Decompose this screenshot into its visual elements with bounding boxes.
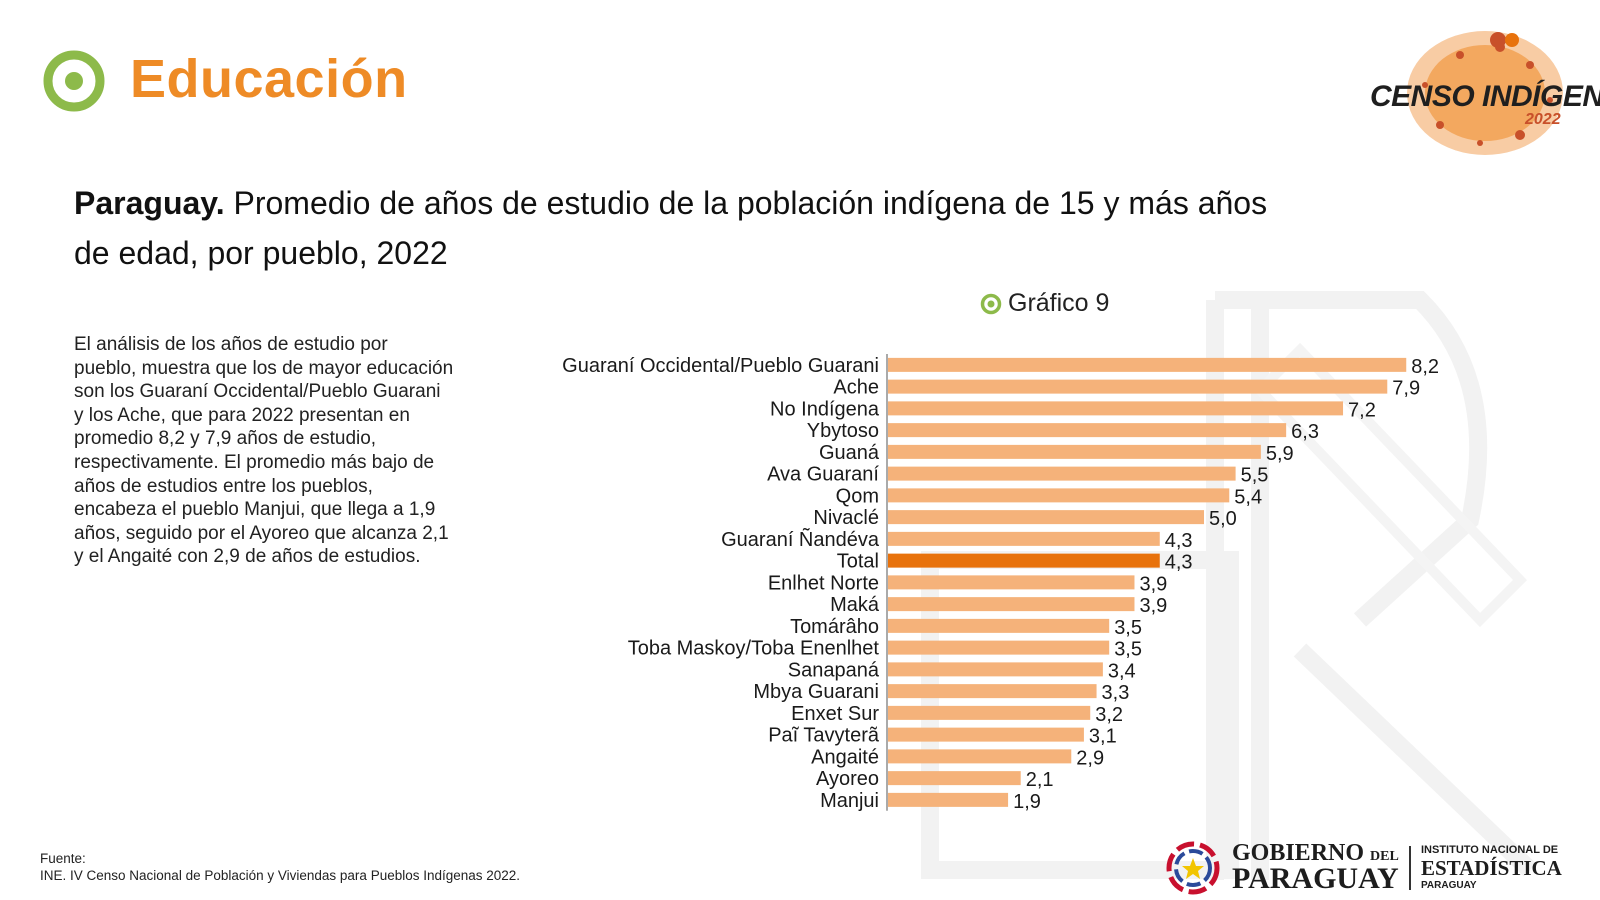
data-label: 5,9 [1266,443,1294,465]
chart-number-label: Gráfico 9 [980,289,1109,318]
ine-line2: ESTADÍSTICA [1421,856,1562,880]
bar [888,357,1407,372]
chart-headline: Paraguay. Promedio de años de estudio de… [74,178,1494,278]
bar [888,531,1160,546]
logo-emblem-icon [1407,31,1563,155]
category-label: Enlhet Norte [768,572,879,594]
censo-indigena-logo: CENSO INDÍGENA 2022 [1370,25,1600,165]
data-label: 3,2 [1095,704,1123,726]
data-label: 8,2 [1411,356,1439,378]
category-label: Ayoreo [816,768,879,790]
category-label: Toba Maskoy/Toba Enenlhet [628,638,880,660]
headline-line2: de edad, por pueblo, 2022 [74,235,448,271]
category-label: Guaná [819,442,880,464]
bar [888,379,1388,394]
data-label: 7,9 [1392,378,1420,400]
data-label: 4,3 [1165,552,1193,574]
category-label: Ava Guaraní [767,464,879,486]
data-label: 5,5 [1241,465,1269,487]
ine-line3: PARAGUAY [1421,880,1477,891]
category-label: Mbya Guarani [753,681,879,703]
headline-bold: Paraguay. [74,185,225,221]
data-label: 5,4 [1234,486,1262,508]
data-label: 3,5 [1114,617,1142,639]
bar [888,553,1160,568]
category-label: Paĩ Tavyterã [768,725,880,747]
logo-year: 2022 [1525,111,1561,128]
analysis-paragraph: El análisis de los años de estudio por p… [74,334,454,568]
bar [888,510,1204,525]
headline-line1: Promedio de años de estudio de la poblac… [233,185,1268,221]
category-label: Maká [830,594,880,616]
source-label: Fuente: [40,851,86,866]
bar [888,444,1261,459]
data-label: 1,9 [1013,791,1041,813]
category-label: Sanapaná [788,659,880,681]
category-label: Manjui [820,790,879,812]
category-label: Qom [836,485,879,507]
bar [888,640,1110,655]
bar [888,423,1287,438]
bar [888,618,1110,633]
category-label: Tomárâho [790,616,879,638]
target-small-icon [980,293,1002,314]
bar [888,792,1009,807]
category-label: Total [837,551,879,573]
bar [888,705,1091,720]
gov-line1: GOBIERNO DEL [1232,840,1399,866]
bar [888,749,1072,764]
bar [888,466,1236,481]
category-label: Guaraní Ñandéva [721,527,880,551]
source-text: INE. IV Censo Nacional de Población y Vi… [40,868,521,883]
bar [888,401,1344,416]
data-label: 3,4 [1108,660,1136,682]
logo-title: CENSO INDÍGENA [1370,80,1600,113]
bar [888,488,1230,503]
category-label: Angaité [811,746,879,768]
category-label: Ache [833,377,879,399]
source-note: Fuente: INE. IV Censo Nacional de Poblac… [40,850,520,884]
target-icon [43,50,105,112]
data-label: 2,1 [1026,769,1054,791]
logo-divider [1409,846,1411,890]
ine-line1: INSTITUTO NACIONAL DE [1421,844,1559,856]
bar [888,684,1097,699]
data-label: 2,9 [1076,747,1104,769]
category-label: Guaraní Occidental/Pueblo Guarani [562,355,879,377]
bar [888,575,1135,590]
bar [888,662,1103,677]
data-label: 7,2 [1348,399,1376,421]
bar [888,771,1021,786]
data-label: 3,1 [1089,726,1117,748]
gov-line2: PARAGUAY [1232,862,1399,895]
paraguay-shield-icon [1166,841,1220,895]
data-label: 3,3 [1102,682,1130,704]
bar [888,597,1135,612]
chart-number-text: Gráfico 9 [1008,289,1110,317]
data-label: 5,0 [1209,508,1237,530]
category-label: Nivaclé [813,507,879,529]
data-label: 6,3 [1291,421,1319,443]
category-label: Enxet Sur [791,703,879,725]
category-label: Ybytoso [807,420,879,442]
data-label: 3,9 [1139,573,1167,595]
section-title: Educación [130,49,408,109]
data-label: 3,9 [1139,595,1167,617]
government-logo: GOBIERNO DEL PARAGUAY INSTITUTO NACIONAL… [1165,840,1585,895]
data-label: 4,3 [1165,530,1193,552]
bar [888,727,1084,742]
category-label: No Indígena [770,398,880,420]
data-label: 3,5 [1114,639,1142,661]
